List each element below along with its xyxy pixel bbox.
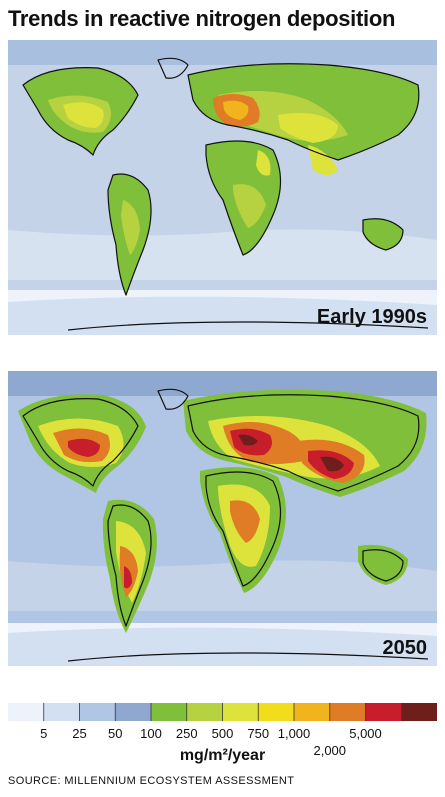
legend-tick-label: 25 — [72, 726, 87, 741]
legend-tick-label: 100 — [140, 726, 162, 741]
legend-swatch — [43, 703, 80, 721]
legend-swatch — [294, 703, 331, 721]
legend-tick-label: 50 — [108, 726, 123, 741]
legend-tick-label: 750 — [247, 726, 270, 741]
legend-swatch — [115, 703, 152, 721]
map-2050: 2050 — [8, 371, 437, 666]
legend-swatch — [79, 703, 116, 721]
legend-swatch — [222, 703, 259, 721]
color-legend — [8, 703, 437, 721]
legend-tick-label: 250 — [175, 726, 198, 741]
legend-swatch — [365, 703, 402, 721]
legend-tick-label: 5,000 — [349, 726, 382, 741]
legend-tick-label: 2,000 — [313, 743, 347, 758]
map-early-1990s-graphic — [8, 40, 437, 335]
map-label-early-1990s: Early 1990s — [316, 306, 427, 328]
legend-swatch — [401, 703, 437, 721]
legend-swatch — [186, 703, 223, 721]
map-early-1990s: Early 1990s — [8, 40, 437, 335]
legend-tick-label: 5 — [40, 726, 48, 741]
legend-swatch — [329, 703, 366, 721]
legend-swatch — [258, 703, 295, 721]
legend-swatch — [8, 703, 45, 721]
page-title: Trends in reactive nitrogen deposition — [8, 6, 396, 31]
legend-swatch — [151, 703, 188, 721]
map-label-2050: 2050 — [382, 637, 428, 659]
legend-tick-label: 500 — [211, 726, 234, 741]
legend-color-bar — [8, 703, 437, 721]
legend-tick-label: 1,000 — [277, 726, 311, 741]
map-2050-graphic — [8, 371, 437, 666]
source-note: SOURCE: MILLENNIUM ECOSYSTEM ASSESSMENT — [8, 775, 295, 787]
legend-unit: mg/m²/year — [179, 747, 266, 764]
